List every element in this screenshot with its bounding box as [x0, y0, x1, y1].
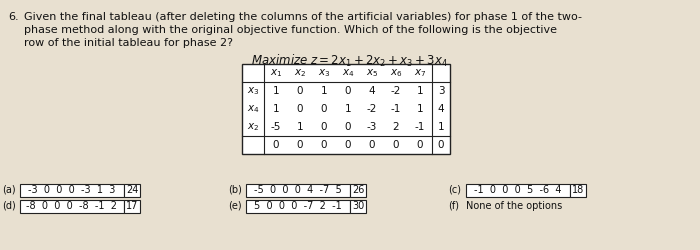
Text: 1: 1: [273, 86, 279, 96]
Text: $x_4$: $x_4$: [342, 67, 354, 79]
Text: 0: 0: [438, 140, 444, 150]
Text: 18: 18: [572, 185, 584, 195]
Text: $x_6$: $x_6$: [390, 67, 402, 79]
Text: 4: 4: [438, 104, 444, 114]
Text: -1: -1: [391, 104, 401, 114]
Text: 0: 0: [321, 140, 328, 150]
Bar: [242, 64, 450, 154]
Text: $x_3$: $x_3$: [318, 67, 330, 79]
Text: 0: 0: [344, 140, 351, 150]
Text: 1: 1: [321, 86, 328, 96]
Bar: [350, 184, 366, 196]
Text: $x_4$: $x_4$: [246, 103, 259, 115]
Text: 2: 2: [393, 122, 399, 132]
Text: -1: -1: [415, 122, 425, 132]
Text: (a): (a): [2, 185, 15, 195]
Text: Given the final tableau (after deleting the columns of the artificial variables): Given the final tableau (after deleting …: [24, 12, 582, 22]
Bar: [20, 184, 124, 196]
Text: -5: -5: [271, 122, 281, 132]
Bar: [246, 200, 350, 212]
Text: Maximize $z = 2x_1 + 2x_2 + x_3 + 3x_4$: Maximize $z = 2x_1 + 2x_2 + x_3 + 3x_4$: [251, 53, 449, 69]
Text: -5  0  0  0  4  -7  5: -5 0 0 0 4 -7 5: [254, 185, 342, 195]
Text: -3  0  0  0  -3  1  3: -3 0 0 0 -3 1 3: [28, 185, 116, 195]
Text: 17: 17: [126, 201, 138, 211]
Text: 0: 0: [321, 104, 328, 114]
Bar: [20, 200, 124, 212]
Text: row of the initial tableau for phase 2?: row of the initial tableau for phase 2?: [24, 38, 233, 48]
Bar: [246, 184, 350, 196]
Bar: [124, 184, 140, 196]
Text: -1  0  0  0  5  -6  4: -1 0 0 0 5 -6 4: [475, 185, 561, 195]
Text: (f): (f): [448, 201, 459, 211]
Text: 1: 1: [416, 86, 424, 96]
Text: 0: 0: [297, 86, 303, 96]
Text: -3: -3: [367, 122, 377, 132]
Text: 4: 4: [369, 86, 375, 96]
Text: 1: 1: [273, 104, 279, 114]
Text: $x_3$: $x_3$: [247, 85, 259, 97]
Text: 1: 1: [416, 104, 424, 114]
Text: (d): (d): [2, 201, 15, 211]
Bar: [570, 184, 586, 196]
Text: 0: 0: [321, 122, 328, 132]
Text: 0: 0: [369, 140, 375, 150]
Text: 0: 0: [416, 140, 424, 150]
Text: 1: 1: [297, 122, 303, 132]
Text: 0: 0: [344, 122, 351, 132]
Text: -8  0  0  0  -8  -1  2: -8 0 0 0 -8 -1 2: [27, 201, 118, 211]
Text: 5  0  0  0  -7  2  -1: 5 0 0 0 -7 2 -1: [254, 201, 342, 211]
Text: 30: 30: [352, 201, 364, 211]
Text: 1: 1: [344, 104, 351, 114]
Bar: [466, 184, 570, 196]
Text: $x_2$: $x_2$: [247, 121, 259, 133]
Text: -2: -2: [391, 86, 401, 96]
Text: $x_1$: $x_1$: [270, 67, 282, 79]
Text: 0: 0: [393, 140, 399, 150]
Text: 24: 24: [126, 185, 138, 195]
Text: 0: 0: [344, 86, 351, 96]
Text: 0: 0: [297, 140, 303, 150]
Text: 3: 3: [438, 86, 444, 96]
Text: None of the options: None of the options: [466, 201, 562, 211]
Text: $x_7$: $x_7$: [414, 67, 426, 79]
Text: 26: 26: [352, 185, 364, 195]
Text: 6.: 6.: [8, 12, 19, 22]
Text: 1: 1: [438, 122, 444, 132]
Bar: [124, 200, 140, 212]
Text: -2: -2: [367, 104, 377, 114]
Text: 0: 0: [297, 104, 303, 114]
Text: (b): (b): [228, 185, 242, 195]
Text: $x_2$: $x_2$: [294, 67, 306, 79]
Text: phase method along with the original objective function. Which of the following : phase method along with the original obj…: [24, 25, 557, 35]
Text: $x_5$: $x_5$: [366, 67, 378, 79]
Text: (c): (c): [448, 185, 461, 195]
Bar: [350, 200, 366, 212]
Text: (e): (e): [228, 201, 242, 211]
Text: 0: 0: [273, 140, 279, 150]
